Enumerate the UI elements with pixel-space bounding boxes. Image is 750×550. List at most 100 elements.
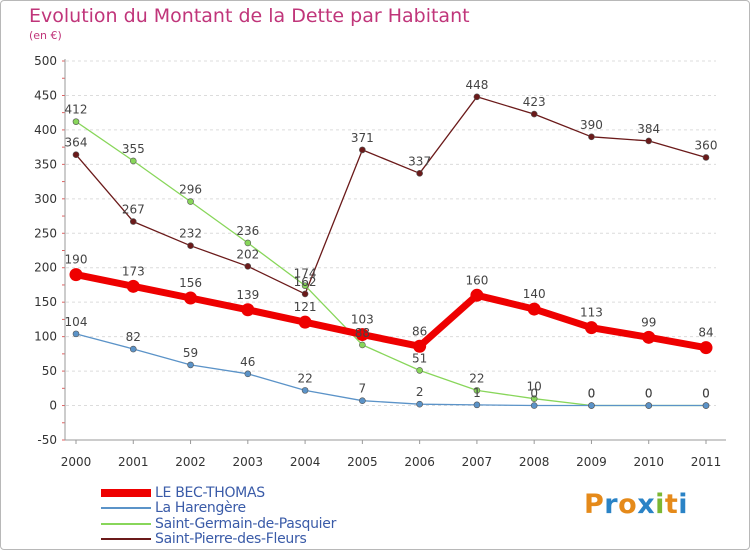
data-point <box>129 345 137 353</box>
data-label: 22 <box>297 371 312 385</box>
data-label: 360 <box>695 138 718 152</box>
data-label: 364 <box>65 136 88 150</box>
data-label: 0 <box>702 387 710 401</box>
data-point <box>473 401 481 409</box>
data-point <box>584 321 598 335</box>
chart-title: Evolution du Montant de la Dette par Hab… <box>29 5 470 27</box>
data-point <box>187 198 194 205</box>
y-tick-label: 100 <box>34 330 57 344</box>
data-point <box>129 157 137 165</box>
data-label: 82 <box>126 330 141 344</box>
data-point <box>473 93 481 101</box>
data-label: 384 <box>637 122 660 136</box>
legend-swatch <box>101 507 151 510</box>
data-point <box>359 397 366 405</box>
x-tick-label: 2007 <box>462 455 493 469</box>
legend-item: LE BEC-THOMAS <box>101 485 336 501</box>
data-label: 174 <box>294 267 317 281</box>
data-point <box>72 118 80 125</box>
data-label: 0 <box>588 387 596 401</box>
data-point <box>413 339 427 353</box>
data-label: 423 <box>523 95 546 109</box>
proxiti-logo: Proxiti <box>584 489 688 520</box>
x-tick-label: 2004 <box>290 455 321 469</box>
data-label: 0 <box>645 387 653 401</box>
legend-label: Saint-Germain-de-Pasquier <box>155 515 337 532</box>
data-label: 202 <box>236 247 259 261</box>
data-label: 0 <box>645 387 653 401</box>
data-label: 88 <box>355 326 370 340</box>
series-line-le-bec-thomas <box>72 271 710 352</box>
legend-swatch <box>101 488 151 497</box>
data-label: 99 <box>641 315 656 329</box>
data-label: 139 <box>236 288 259 302</box>
chart-legend: LE BEC-THOMAS La Harengère Saint-Germain-d… <box>101 485 336 547</box>
legend-label: Saint-Pierre-des-Fleurs <box>155 531 307 548</box>
data-label: 296 <box>179 183 202 197</box>
x-tick-label: 2000 <box>61 455 92 469</box>
data-label: 267 <box>122 203 145 217</box>
data-point <box>530 110 538 118</box>
data-point <box>187 361 194 369</box>
data-label: 22 <box>469 371 484 385</box>
y-tick-label: 0 <box>49 399 57 413</box>
data-label: 86 <box>412 324 427 338</box>
data-point <box>530 395 538 402</box>
x-tick-label: 2006 <box>404 455 435 469</box>
data-label: 232 <box>179 227 202 241</box>
data-label: 160 <box>465 273 488 287</box>
y-tick-label: 300 <box>34 192 57 206</box>
data-label: 156 <box>179 276 202 290</box>
data-label: 337 <box>408 154 431 168</box>
data-point <box>301 387 309 394</box>
y-tick-label: 350 <box>34 157 57 171</box>
legend-swatch <box>101 522 151 525</box>
logo-letter: x <box>637 489 656 520</box>
y-tick-label: -50 <box>37 433 57 447</box>
data-label: 0 <box>530 387 538 401</box>
data-point <box>416 170 423 177</box>
data-label: 190 <box>65 253 88 267</box>
logo-letter: P <box>584 489 605 520</box>
logo-letter: r <box>604 489 619 520</box>
data-label: 10 <box>527 380 542 394</box>
data-label: 103 <box>351 313 374 327</box>
y-tick-label: 250 <box>34 226 57 240</box>
logo-letter: i <box>655 489 665 520</box>
data-point <box>699 341 713 355</box>
legend-item: Saint-Germain-de-Pasquier <box>101 516 336 532</box>
x-tick-label: 2009 <box>576 455 607 469</box>
data-point <box>301 282 309 289</box>
legend-item: La Harengère <box>101 500 336 517</box>
series-line-saint-pierre-des-fleurs <box>75 96 707 295</box>
data-point <box>470 288 484 302</box>
data-point <box>416 400 423 408</box>
data-label: 46 <box>240 355 255 369</box>
data-point <box>527 302 541 316</box>
data-point <box>129 218 137 225</box>
legend-label: La Harengère <box>155 500 246 517</box>
x-tick-label: 2003 <box>233 455 264 469</box>
data-point <box>126 279 140 293</box>
data-label: 140 <box>523 287 546 301</box>
data-point <box>187 242 194 249</box>
data-label: 448 <box>465 78 488 92</box>
logo-letter: i <box>678 489 689 520</box>
legend-label: LE BEC-THOMAS <box>155 484 265 501</box>
data-label: 173 <box>122 264 145 278</box>
logo-letter: t <box>664 489 679 520</box>
data-point <box>588 402 595 409</box>
x-tick-label: 2011 <box>691 455 722 469</box>
data-point <box>645 402 653 409</box>
data-label: 355 <box>122 142 145 156</box>
data-point <box>244 239 252 247</box>
data-label: 51 <box>412 351 427 365</box>
data-point <box>359 341 366 349</box>
y-tick-label: 200 <box>34 261 57 275</box>
data-label: 59 <box>183 346 198 360</box>
x-tick-label: 2005 <box>347 455 378 469</box>
y-tick-label: 450 <box>34 88 57 102</box>
x-tick-label: 2010 <box>633 455 664 469</box>
data-label: 7 <box>359 382 367 396</box>
